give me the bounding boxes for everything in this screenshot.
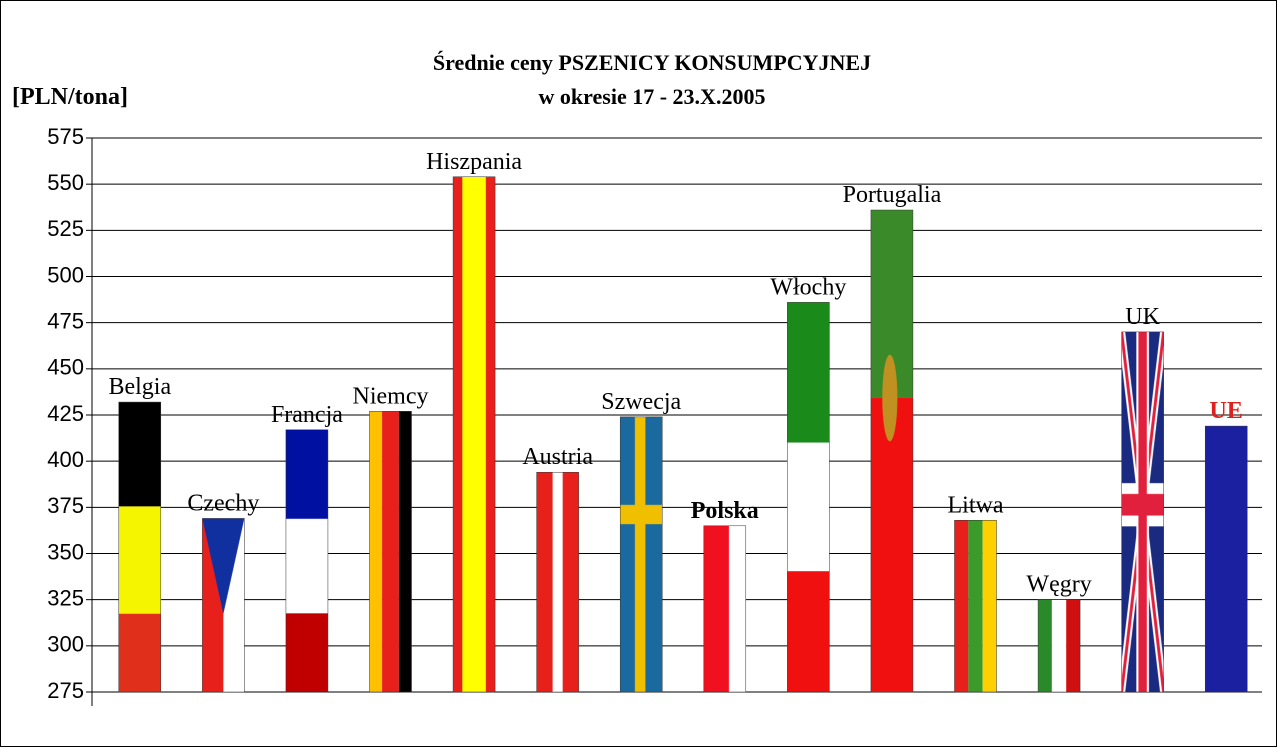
bar-label: Hiszpania — [426, 149, 522, 175]
bar — [619, 416, 663, 693]
bar — [202, 518, 245, 693]
bar — [452, 176, 496, 693]
y-tick-label: 400 — [47, 447, 84, 472]
y-tick-label: 550 — [47, 170, 84, 195]
bar — [703, 525, 747, 693]
bar — [369, 411, 412, 693]
chart-title: Średnie ceny PSZENICY KONSUMPCYJNEJ — [433, 50, 871, 75]
y-tick-label: 350 — [47, 539, 84, 564]
bar-label: Francja — [271, 402, 343, 428]
y-tick-label: 450 — [47, 355, 84, 380]
bar-label: Portugalia — [843, 182, 942, 208]
y-axis-label: [PLN/tona] — [12, 84, 128, 110]
bar — [1204, 425, 1248, 693]
bar — [787, 302, 830, 693]
y-tick-label: 325 — [47, 585, 84, 610]
y-tick-label: 575 — [47, 124, 84, 149]
bar-label: Szwecja — [601, 389, 681, 415]
y-tick-label: 375 — [47, 493, 84, 518]
y-tick-label: 475 — [47, 308, 84, 333]
chart-subtitle: w okresie 17 - 23.X.2005 — [539, 84, 766, 109]
y-tick-label: 275 — [47, 678, 84, 703]
bar-label: UE — [1210, 398, 1243, 424]
bar-label: Litwa — [948, 492, 1004, 518]
bar-label: Belgia — [108, 374, 171, 400]
bar — [118, 401, 162, 693]
y-tick-label: 425 — [47, 401, 84, 426]
bar — [1037, 599, 1081, 693]
bar-label: Czechy — [187, 490, 259, 516]
bar-label: Austria — [522, 444, 593, 470]
bar — [1121, 331, 1164, 693]
y-tick-label: 300 — [47, 632, 84, 657]
bar-label: Węgry — [1026, 572, 1091, 598]
y-tick-label: 500 — [47, 262, 84, 287]
bar-label: Niemcy — [353, 383, 429, 409]
bar-label: Polska — [691, 498, 759, 524]
bar — [536, 471, 579, 693]
y-tick-label: 525 — [47, 216, 84, 241]
bar — [285, 429, 329, 693]
bar-label: Włochy — [770, 274, 846, 300]
bar-label: UK — [1125, 304, 1160, 330]
bar — [954, 520, 997, 693]
bar — [870, 209, 914, 693]
